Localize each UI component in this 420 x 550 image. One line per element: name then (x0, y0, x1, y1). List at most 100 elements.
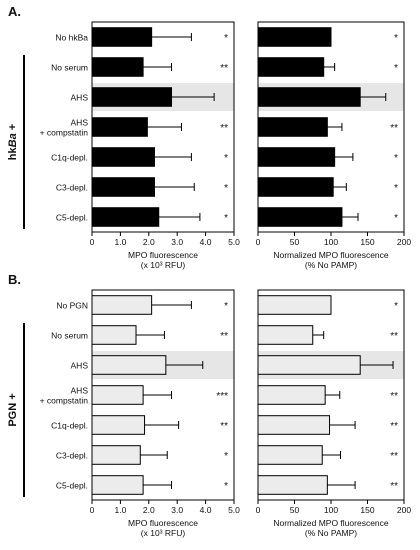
significance-label: * (394, 63, 398, 74)
bar (257, 385, 326, 405)
category-label: No hkBa (55, 33, 88, 43)
x-tick-label: 100 (324, 505, 338, 515)
bar (91, 207, 160, 227)
bar (91, 355, 167, 375)
significance-label: * (394, 33, 398, 44)
x-axis-label: (% No PAMP) (305, 528, 357, 538)
category-label-line2: + compstatin (40, 128, 89, 138)
significance-label: ** (220, 123, 228, 134)
x-axis-label: MPO fluorescence (128, 250, 198, 260)
bar (257, 475, 328, 495)
group-label: PGN + (7, 393, 19, 426)
category-label: AHS (71, 118, 89, 128)
bar (91, 445, 141, 465)
significance-label: * (224, 33, 228, 44)
x-tick-label: 200 (397, 505, 411, 515)
significance-label: * (224, 481, 228, 492)
bar (91, 385, 144, 405)
x-tick-label: 150 (360, 237, 374, 247)
significance-label: * (224, 183, 228, 194)
bar (257, 117, 328, 137)
x-axis-label: (x 10³ RFU) (141, 260, 186, 270)
significance-label: ** (390, 123, 398, 134)
x-tick-label: 5.0 (228, 505, 240, 515)
bar (91, 415, 146, 435)
bar (257, 207, 343, 227)
category-label: AHS (71, 386, 89, 396)
panel-letter: A. (8, 4, 21, 19)
significance-label: ** (220, 421, 228, 432)
bar (257, 57, 325, 77)
category-label: No PGN (56, 301, 88, 311)
x-tick-label: 4.0 (200, 505, 212, 515)
category-label: AHS (71, 361, 89, 371)
significance-label: * (224, 451, 228, 462)
bar (91, 87, 173, 107)
bar (257, 177, 334, 197)
x-axis-label: MPO fluorescence (128, 518, 198, 528)
significance-label: ** (390, 331, 398, 342)
category-label: No serum (51, 63, 88, 73)
bar (257, 415, 331, 435)
category-label: C5-depl. (56, 481, 88, 491)
category-label: C5-depl. (56, 213, 88, 223)
significance-label: * (394, 153, 398, 164)
bar (91, 295, 153, 315)
x-tick-label: 50 (290, 237, 300, 247)
significance-label: ** (390, 421, 398, 432)
significance-label: ** (220, 63, 228, 74)
bar (91, 147, 155, 167)
significance-label: ** (390, 391, 398, 402)
category-label: C1q-depl. (51, 153, 88, 163)
x-tick-label: 5.0 (228, 237, 240, 247)
significance-label: ** (390, 451, 398, 462)
bar (257, 87, 361, 107)
bar (91, 117, 148, 137)
bar (257, 325, 314, 345)
significance-label: ** (390, 481, 398, 492)
significance-label: * (394, 213, 398, 224)
x-tick-label: 3.0 (171, 505, 183, 515)
x-tick-label: 2.0 (143, 505, 155, 515)
x-axis-label: Normalized MPO fluorescence (273, 250, 389, 260)
bar (91, 57, 144, 77)
significance-label: * (394, 301, 398, 312)
significance-label: ** (220, 331, 228, 342)
bar (257, 295, 332, 315)
plot-frame (91, 21, 235, 233)
x-tick-label: 150 (360, 505, 374, 515)
significance-label: * (224, 153, 228, 164)
x-tick-label: 0 (256, 237, 261, 247)
x-tick-label: 50 (290, 505, 300, 515)
panel-letter: B. (8, 272, 21, 287)
x-tick-label: 4.0 (200, 237, 212, 247)
category-label: No serum (51, 331, 88, 341)
x-tick-label: 100 (324, 237, 338, 247)
significance-label: * (394, 183, 398, 194)
bar (257, 147, 336, 167)
bar (91, 177, 155, 197)
plot-frame (91, 289, 235, 501)
x-tick-label: 1.0 (114, 237, 126, 247)
category-label: C3-depl. (56, 451, 88, 461)
bar (257, 355, 361, 375)
significance-label: * (224, 213, 228, 224)
bar (91, 325, 137, 345)
significance-label: *** (216, 391, 228, 402)
category-label-line2: + compstatin (40, 396, 89, 406)
x-tick-label: 200 (397, 237, 411, 247)
significance-label: * (224, 301, 228, 312)
bar (257, 445, 323, 465)
x-axis-label: (x 10³ RFU) (141, 528, 186, 538)
x-tick-label: 0 (90, 237, 95, 247)
x-axis-label: Normalized MPO fluorescence (273, 518, 389, 528)
bar (91, 475, 144, 495)
bar (91, 27, 153, 47)
x-tick-label: 0 (90, 505, 95, 515)
x-tick-label: 1.0 (114, 505, 126, 515)
bar (257, 27, 332, 47)
